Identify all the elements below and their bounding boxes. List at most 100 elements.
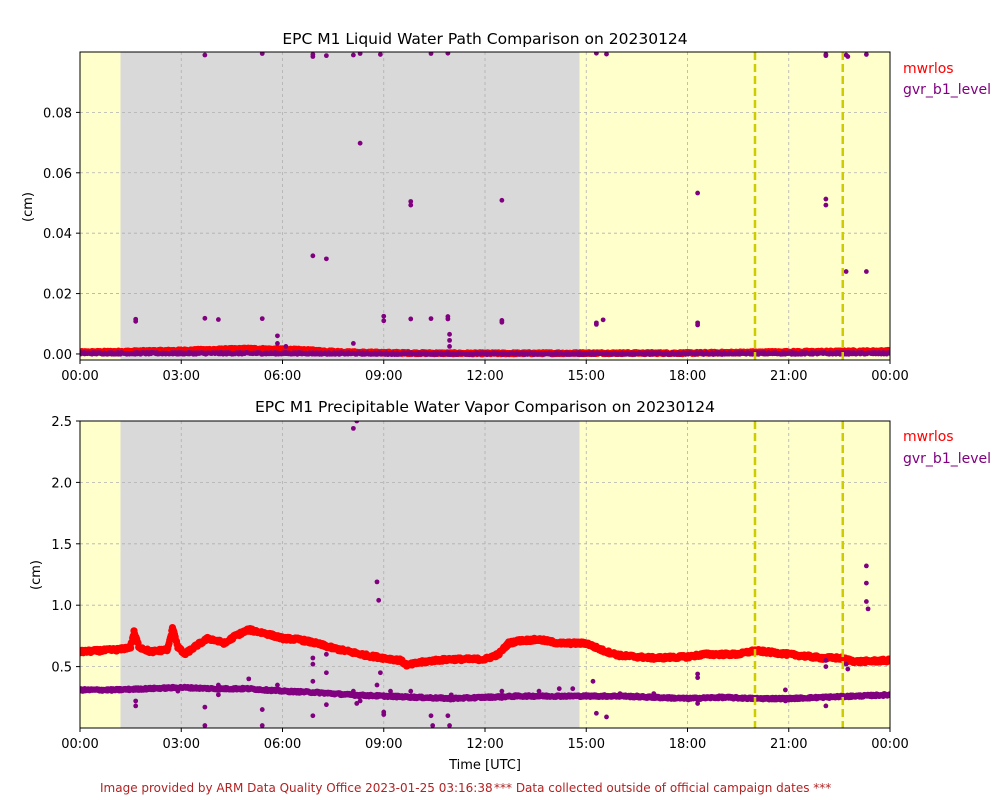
pwv-gvr-b1-level-point [259,723,265,728]
lwp-gvr-b1-level-point [350,340,356,346]
pwv-gvr-b1-level-point [354,701,360,706]
pwv-gvr-b1-level-point [617,691,623,697]
lwp-y-axis-label: (cm) [21,192,36,222]
lwp-gvr-b1-level-point [499,197,505,203]
pwv-gvr-b1-level-point [499,696,505,701]
pwv-gvr-b1-level-point [310,678,316,684]
lwp-gvr-b1-level-point [843,269,849,274]
pwv-gvr-b1-level-point [823,658,829,663]
lwp-x-tick-label: 18:00 [669,369,706,384]
pwv-gvr-b1-level-point [215,692,221,698]
pwv-gvr-b1-level-series [80,421,890,728]
lwp-gvr-b1-level-point [447,344,452,349]
lwp-gvr-b1-level-point [310,52,316,57]
lwp-gvr-b1-level-point [863,52,869,57]
lwp-x-ticks: 00:00 03:00 06:00 09:00 12:00 15:00 18:00 21:00… [61,360,909,384]
pwv-gvr-b1-level-point [695,675,701,681]
lwp-chart-title: EPC M1 Liquid Water Path Comparison on 2… [282,30,687,48]
lwp-gvr-b1-level-point [823,52,829,57]
lwp-x-tick-label: 00:00 [871,369,908,384]
lwp-gvr-b1-level-point [357,140,363,146]
lwp-gvr-b1-level-point [823,196,829,202]
lwp-gvr-b1-level-point [863,269,869,274]
pwv-background-regions [80,421,890,728]
pwv-gvr-b1-level-point [323,651,329,657]
lwp-gvr-b1-level-point [323,53,329,59]
pwv-gvr-b1-level-point [590,678,596,684]
pwv-gvr-b1-level-point [275,682,280,688]
lwp-gvr-b1-level-point [350,52,356,58]
pwv-gvr-b1-level-point [350,688,356,694]
lwp-y-ticks: 0.000.020.040.060.08 [43,106,80,363]
lwp-gvr-b1-level-point [275,340,280,346]
pwv-gvr-b1-level-point [376,597,382,603]
lwp-gvr-b1-level-point [845,54,851,59]
lwp-gvr-b1-level-point [593,52,599,56]
pwv-gvr-b1-level-point [350,425,356,431]
lwp-gvr-b1-level-point [447,337,452,343]
lwp-gvr-b1-level-point [310,253,316,259]
pwv-gvr-b1-level-point [354,421,360,424]
pwv-gvr-b1-level-point [323,702,329,708]
lwp-gvr-b1-level-point [428,316,434,322]
lwp-gvr-b1-level-point [133,316,139,322]
pwv-gvr-b1-level-point [843,661,849,667]
lwp-x-tick-label: 21:00 [770,369,807,384]
pwv-gvr-b1-level-point [246,676,252,682]
lwp-panel: EPC M1 Liquid Water Path Comparison on 2… [21,30,991,384]
pwv-gvr-b1-level-point [823,703,829,709]
lwp-gvr-b1-level-point [887,351,890,356]
pwv-gvr-b1-level-point [430,723,436,728]
pwv-gvr-b1-level-point [374,579,380,585]
pwv-gvr-b1-level-point [887,691,890,698]
pwv-gvr-b1-level-point [845,666,851,672]
lwp-gvr-b1-level-series [80,52,890,357]
lwp-gvr-b1-level-point [445,316,451,322]
pwv-gvr-b1-level-point [310,661,316,667]
pwv-mwrlos-point [886,657,890,665]
pwv-gvr-b1-level-point [593,710,599,716]
lwp-gvr-b1-level-point [259,52,265,56]
pwv-gvr-b1-level-point [499,688,505,694]
lwp-gvr-b1-level-point [357,52,363,56]
pwv-background-region-1 [120,421,580,728]
lwp-x-tick-label: 03:00 [163,369,200,384]
lwp-legend-gvr-b1-level: gvr_b1_level [903,82,991,98]
lwp-y-tick-label: 0.06 [43,167,72,182]
pwv-mwrlos-series [80,623,890,670]
lwp-y-tick-label: 0.00 [43,348,72,363]
pwv-gvr-b1-level-point [357,698,363,704]
lwp-gvr-b1-level-point [381,313,387,319]
pwv-gvr-b1-level-point [377,670,383,676]
pwv-gvr-b1-level-point [600,694,606,700]
lwp-legend-mwrlos: mwrlos [903,61,954,77]
pwv-gvr-b1-level-point [448,692,454,698]
pwv-gvr-b1-level-point [718,694,724,700]
lwp-background-region-2 [579,52,890,360]
lwp-campaign-lines [753,52,844,360]
lwp-gvr-b1-level-point [695,320,701,326]
lwp-gvr-b1-level-point [408,199,414,204]
lwp-background-regions [80,52,890,360]
pwv-gvr-b1-level-point [133,698,139,704]
lwp-background-region-1 [120,52,580,360]
pwv-gvr-b1-level-point [447,723,452,728]
lwp-gvr-b1-level-point [428,52,434,56]
lwp-gvr-b1-level-point [202,315,208,321]
pwv-gvr-b1-level-point [175,688,181,694]
lwp-x-tick-label: 15:00 [568,369,605,384]
lwp-gvr-b1-level-point [499,318,505,323]
lwp-gvr-b1-level-point [381,318,387,324]
lwp-gvr-b1-level-point [823,202,829,208]
lwp-x-tick-label: 06:00 [264,369,301,384]
lwp-gvr-b1-level-point [283,344,289,349]
pwv-gvr-b1-level-point [215,682,221,688]
pwv-gvr-b1-level-point [445,713,451,719]
lwp-gvr-b1-level-point [695,190,701,196]
pwv-gvr-b1-level-point [695,671,701,677]
pwv-background-region-0 [80,421,121,728]
pwv-gvr-b1-level-point [310,713,316,719]
pwv-gvr-b1-level-point [823,664,829,669]
lwp-y-tick-label: 0.04 [43,227,72,242]
